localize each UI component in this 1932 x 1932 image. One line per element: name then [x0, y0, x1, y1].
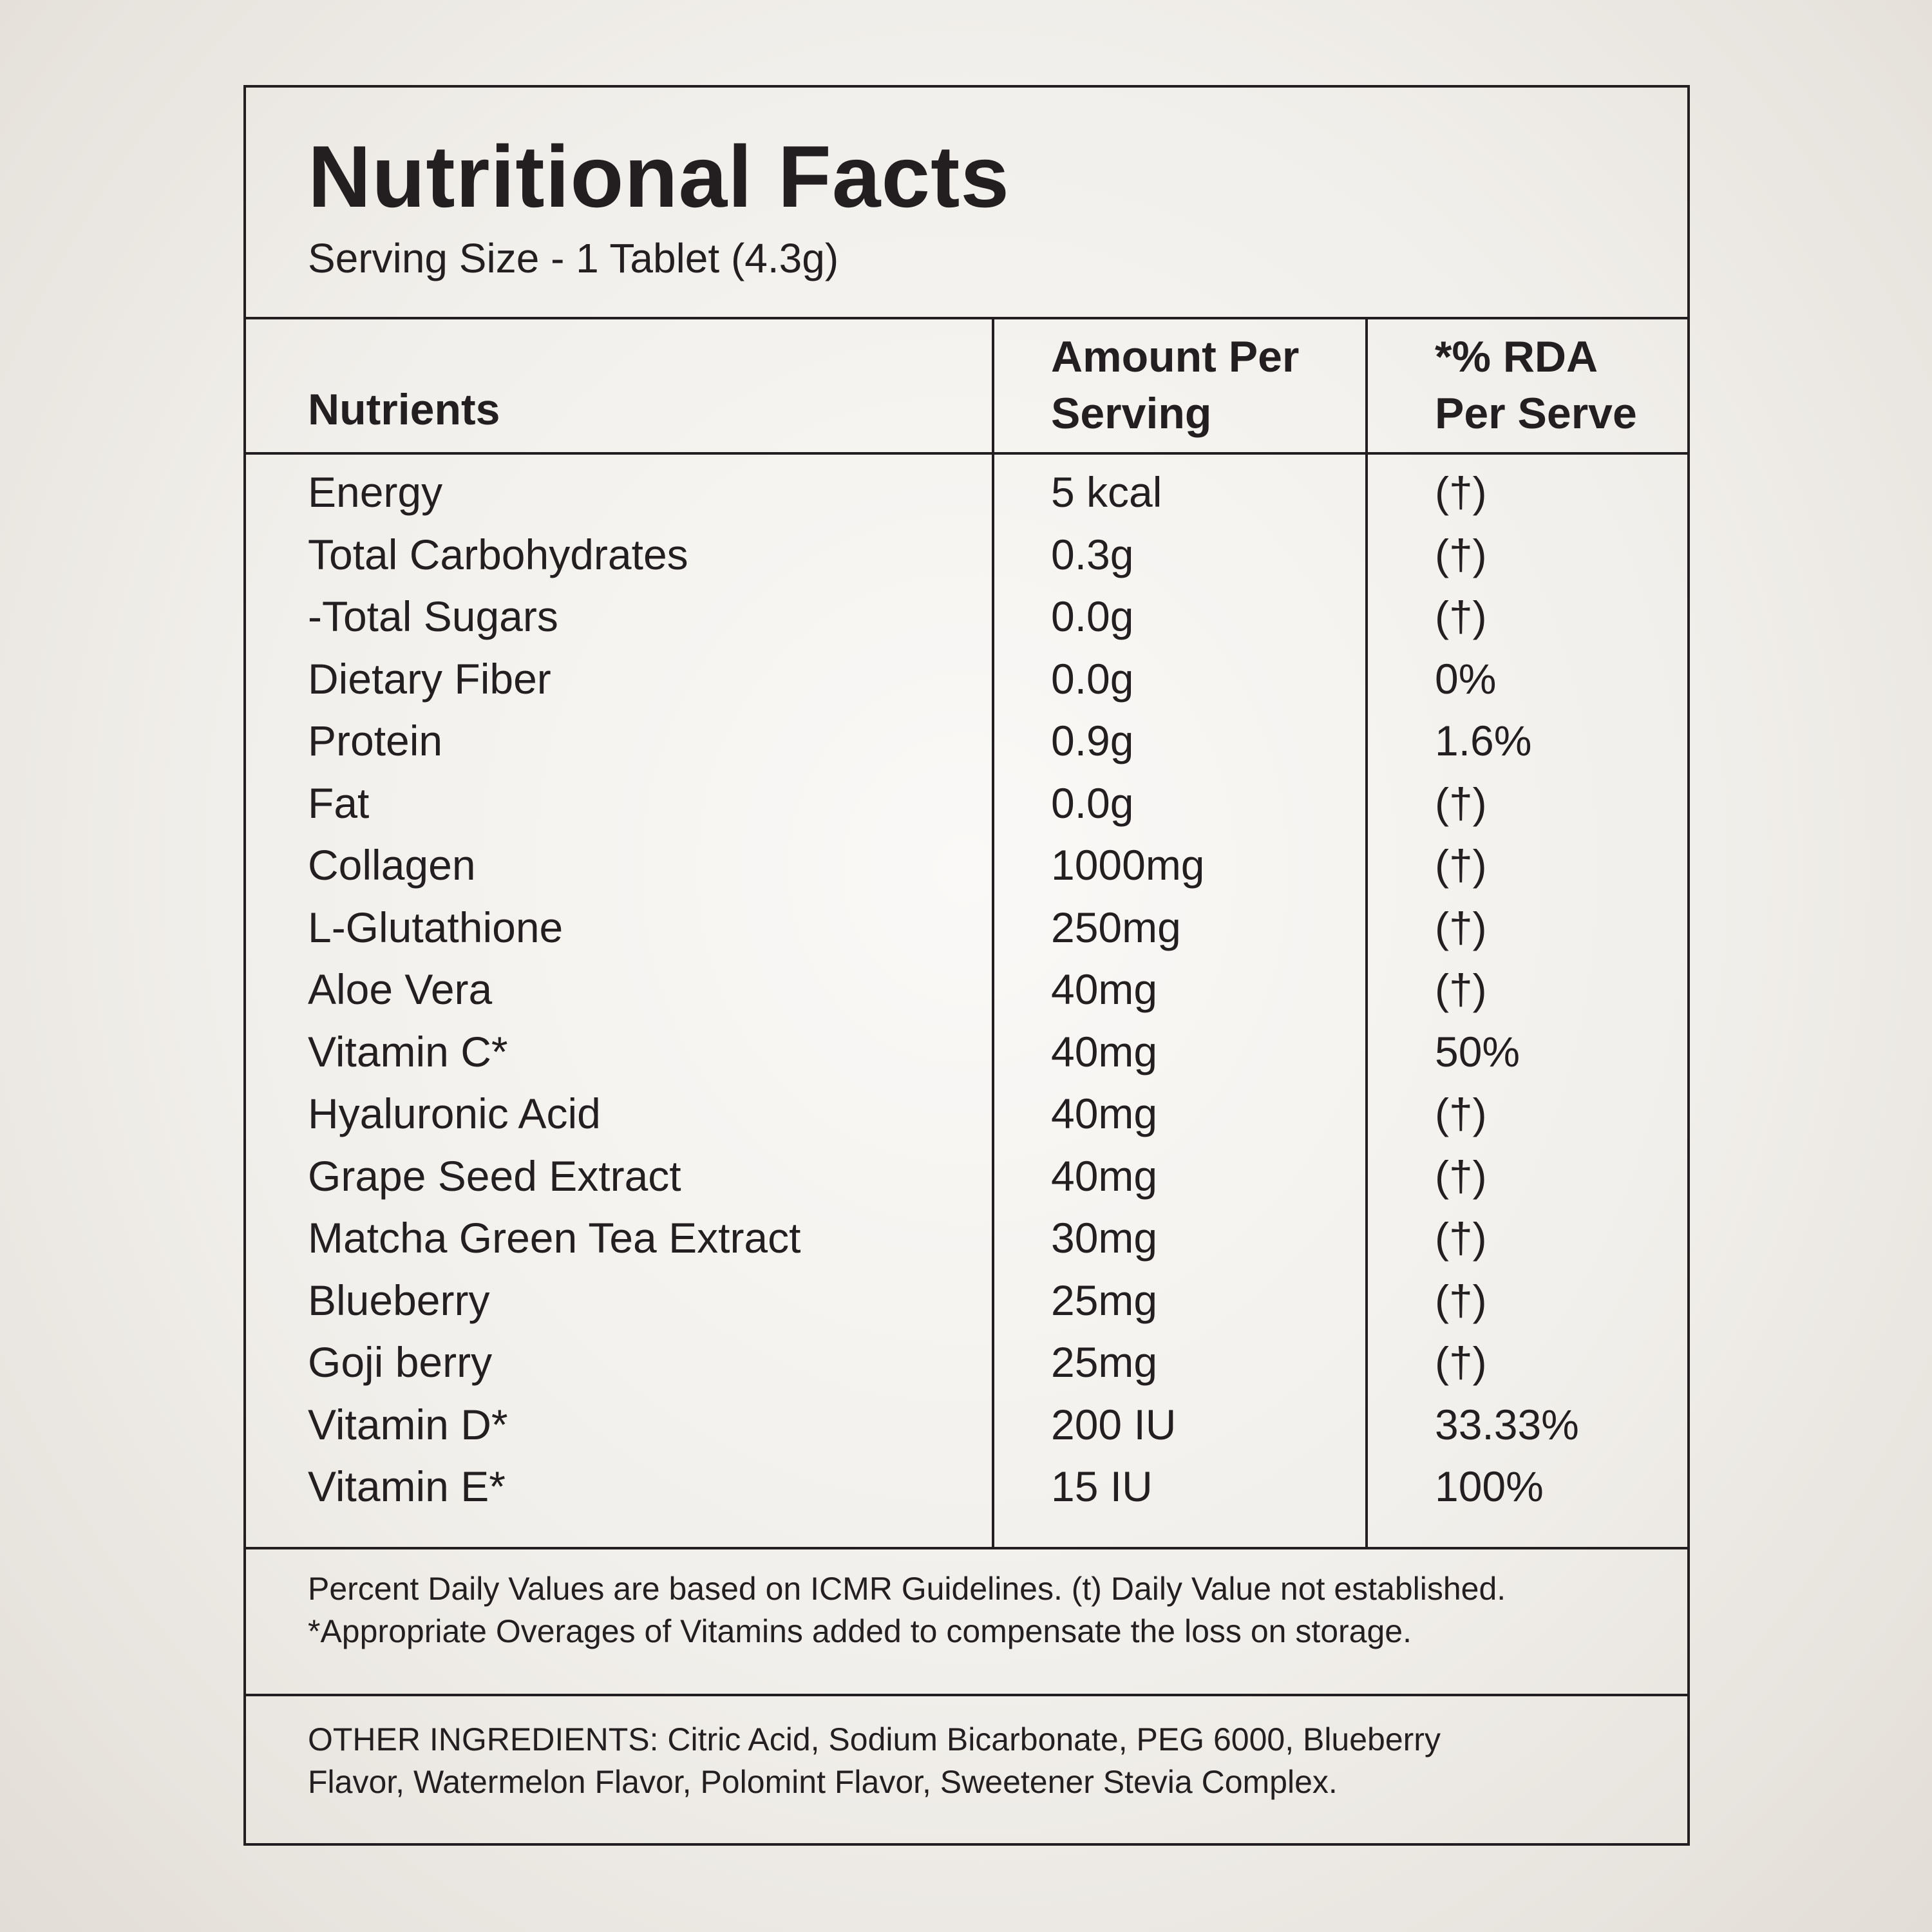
nutrient-name: Vitamin D* [308, 1400, 508, 1448]
nutrient-name: Energy [308, 468, 443, 516]
divider-footnotes [246, 1694, 1687, 1696]
nutrient-name: Vitamin C* [308, 1027, 508, 1075]
nutrient-rda: 33.33% [1435, 1400, 1579, 1448]
nutrient-name: Collagen [308, 841, 476, 889]
table-row: Vitamin D* 200 IU 33.33% [246, 1394, 1687, 1456]
nutrient-table-body: Energy 5 kcal (†) Total Carbohydrates 0.3g (… [246, 461, 1687, 1518]
table-row: Protein 0.9g 1.6% [246, 710, 1687, 772]
table-row: Grape Seed Extract 40mg (†) [246, 1145, 1687, 1208]
table-row: Vitamin C* 40mg 50% [246, 1021, 1687, 1083]
nutrient-name: L-Glutathione [308, 903, 564, 951]
nutrient-name: Vitamin E* [308, 1463, 506, 1510]
nutrient-rda: (†) [1435, 965, 1487, 1013]
table-row: Total Carbohydrates 0.3g (†) [246, 524, 1687, 586]
divider-column-headers [246, 452, 1687, 455]
nutrient-amount: 40mg [1051, 1027, 1158, 1075]
nutrient-amount: 40mg [1051, 1090, 1158, 1137]
nutrient-name: Dietary Fiber [308, 654, 551, 703]
nutrient-amount: 5 kcal [1051, 468, 1162, 516]
column-header-rda-line1: *% RDA [1435, 332, 1598, 381]
divider-table-bottom [246, 1547, 1687, 1549]
nutrient-name: -Total Sugars [308, 592, 558, 640]
nutrient-rda: 100% [1435, 1463, 1544, 1510]
nutrient-rda: 0% [1435, 654, 1497, 703]
nutrient-amount: 40mg [1051, 965, 1158, 1013]
nutrient-name: Hyaluronic Acid [308, 1090, 601, 1137]
nutrient-name: Protein [308, 717, 443, 764]
nutrient-rda: 50% [1435, 1027, 1520, 1075]
nutrient-amount: 250mg [1051, 903, 1181, 951]
column-header-amount-line1: Amount Per [1051, 332, 1300, 381]
nutrient-name: Matcha Green Tea Extract [308, 1214, 801, 1262]
nutrient-rda: 1.6% [1435, 717, 1532, 764]
other-ingredients-line1: OTHER INGREDIENTS: Citric Acid, Sodium B… [308, 1721, 1441, 1757]
nutrient-rda: (†) [1435, 903, 1487, 951]
nutrient-rda: (†) [1435, 468, 1487, 516]
table-row: L-Glutathione 250mg (†) [246, 896, 1687, 959]
nutrient-name: Fat [308, 779, 370, 827]
nutrient-amount: 1000mg [1051, 841, 1205, 889]
table-row: Fat 0.0g (†) [246, 772, 1687, 835]
table-row: Aloe Vera 40mg (†) [246, 958, 1687, 1021]
nutrient-rda: (†) [1435, 1338, 1487, 1386]
divider-header [246, 317, 1687, 319]
column-header-nutrients: Nutrients [308, 385, 500, 434]
nutrient-rda: (†) [1435, 779, 1487, 827]
column-divider-rda [1365, 317, 1368, 1547]
table-row: Matcha Green Tea Extract 30mg (†) [246, 1207, 1687, 1269]
table-row: Goji berry 25mg (†) [246, 1331, 1687, 1394]
nutrient-rda: (†) [1435, 1151, 1487, 1200]
page-title: Nutritional Facts [308, 128, 1010, 225]
nutrient-amount: 0.3g [1051, 530, 1134, 578]
nutrient-name: Aloe Vera [308, 965, 493, 1013]
nutrient-name: Grape Seed Extract [308, 1151, 681, 1200]
nutrient-amount: 0.9g [1051, 717, 1134, 764]
nutrient-rda: (†) [1435, 841, 1487, 889]
nutrient-amount: 0.0g [1051, 654, 1134, 703]
nutrient-amount: 0.0g [1051, 592, 1134, 640]
nutrient-amount: 0.0g [1051, 779, 1134, 827]
nutrient-name: Goji berry [308, 1338, 493, 1386]
other-ingredients-line2: Flavor, Watermelon Flavor, Polomint Flav… [308, 1764, 1338, 1800]
column-divider-amount [992, 317, 994, 1547]
nutrient-amount: 40mg [1051, 1151, 1158, 1200]
nutrient-amount: 15 IU [1051, 1463, 1153, 1510]
table-row: Energy 5 kcal (†) [246, 461, 1687, 524]
table-row: Blueberry 25mg (†) [246, 1269, 1687, 1332]
column-header-rda-line2: Per Serve [1435, 389, 1637, 438]
nutrient-rda: (†) [1435, 1214, 1487, 1262]
nutrient-amount: 25mg [1051, 1276, 1158, 1324]
nutrient-rda: (†) [1435, 1276, 1487, 1324]
table-row: Hyaluronic Acid 40mg (†) [246, 1083, 1687, 1145]
column-header-amount-line2: Serving [1051, 389, 1212, 438]
table-row: Dietary Fiber 0.0g 0% [246, 648, 1687, 710]
nutrient-name: Blueberry [308, 1276, 490, 1324]
footnote-overages: *Appropriate Overages of Vitamins added … [308, 1613, 1412, 1649]
nutrient-rda: (†) [1435, 1090, 1487, 1137]
nutrient-rda: (†) [1435, 530, 1487, 578]
table-row: Vitamin E* 15 IU 100% [246, 1455, 1687, 1518]
table-row: Collagen 1000mg (†) [246, 834, 1687, 896]
nutrient-amount: 200 IU [1051, 1400, 1177, 1448]
nutrition-facts-panel: Nutritional Facts Serving Size - 1 Table… [243, 85, 1690, 1846]
nutrient-amount: 25mg [1051, 1338, 1158, 1386]
nutrient-amount: 30mg [1051, 1214, 1158, 1262]
table-row: -Total Sugars 0.0g (†) [246, 585, 1687, 648]
nutrient-rda: (†) [1435, 592, 1487, 640]
serving-size: Serving Size - 1 Tablet (4.3g) [308, 235, 839, 281]
footnote-daily-values: Percent Daily Values are based on ICMR G… [308, 1571, 1506, 1607]
nutrient-name: Total Carbohydrates [308, 530, 688, 578]
